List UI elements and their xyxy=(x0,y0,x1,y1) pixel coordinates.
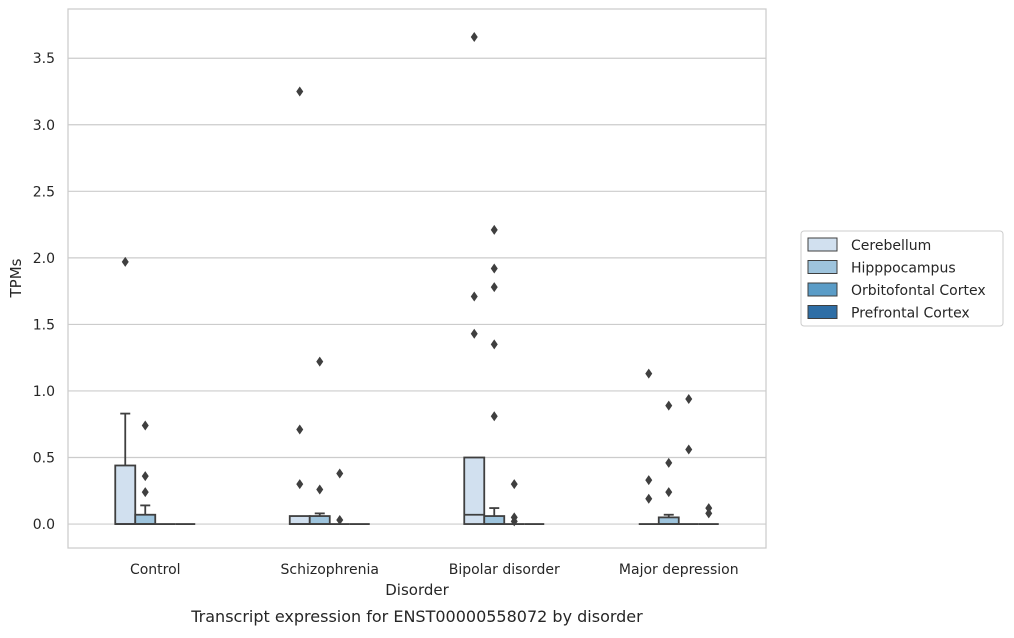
outlier-point xyxy=(490,339,498,350)
outlier-point xyxy=(665,400,673,411)
legend-frame xyxy=(800,230,1004,327)
grid-lines xyxy=(68,57,766,525)
chart-caption: Transcript expression for ENST0000055807… xyxy=(190,607,643,626)
outlier-point xyxy=(705,503,713,514)
x-tick-label: Major depression xyxy=(619,562,739,578)
box-body xyxy=(463,456,486,525)
y-tick-label: 0.0 xyxy=(33,517,55,533)
box-body xyxy=(308,515,331,525)
outlier-point xyxy=(705,508,713,519)
box-body xyxy=(134,513,157,525)
legend-label: Orbitofontal Cortex xyxy=(851,283,986,299)
outlier-point xyxy=(490,224,498,235)
legend-swatch xyxy=(807,282,838,297)
box-body xyxy=(288,515,311,525)
outlier-point xyxy=(645,493,653,504)
legend-label: Prefrontal Cortex xyxy=(851,306,970,322)
outlier-point xyxy=(490,411,498,422)
box-body xyxy=(657,516,680,525)
y-tick-label: 1.0 xyxy=(33,384,55,400)
y-tick-label: 2.0 xyxy=(33,251,55,267)
legend: Cerebellum Hipppocampus Orbitofontal Corte… xyxy=(800,230,1004,327)
plot-area-frame xyxy=(67,8,767,549)
y-tick-label: 2.5 xyxy=(33,184,55,200)
outlier-point xyxy=(296,86,304,97)
outlier-point xyxy=(645,475,653,486)
outlier-point xyxy=(490,263,498,274)
outlier-point xyxy=(510,512,518,523)
legend-label: Hipppocampus xyxy=(851,261,956,277)
y-axis-title: TPMs xyxy=(7,258,25,298)
outlier-point xyxy=(685,444,693,455)
outlier-point xyxy=(470,291,478,302)
outlier-point xyxy=(141,487,149,498)
x-tick-label: Control xyxy=(130,562,181,578)
outlier-point xyxy=(316,356,324,367)
outlier-point xyxy=(316,484,324,495)
y-tick-label: 0.5 xyxy=(33,451,55,467)
outlier-point xyxy=(645,368,653,379)
box-body xyxy=(114,464,137,525)
x-axis-title: Disorder xyxy=(385,581,449,599)
outlier-point xyxy=(470,31,478,42)
outlier-point xyxy=(510,479,518,490)
x-tick-labels: Control Schizophrenia Bipolar disorder Majo… xyxy=(130,562,739,578)
y-tick-label: 3.5 xyxy=(33,51,55,67)
outlier-point xyxy=(141,471,149,482)
box-body xyxy=(483,515,506,525)
outlier-point xyxy=(470,328,478,339)
legend-swatch xyxy=(807,237,838,252)
outlier-point xyxy=(665,487,673,498)
y-tick-label: 1.5 xyxy=(33,317,55,333)
legend-swatch xyxy=(807,305,838,319)
outlier-point xyxy=(296,479,304,490)
x-tick-label: Bipolar disorder xyxy=(449,562,560,578)
legend-label: Cerebellum xyxy=(851,238,931,254)
outlier-point xyxy=(336,468,344,479)
outlier-point xyxy=(121,256,129,267)
outlier-point xyxy=(665,457,673,468)
y-tick-labels: 0.0 0.5 1.0 1.5 2.0 2.5 3.0 3.5 xyxy=(33,51,55,533)
box-marks xyxy=(114,31,719,527)
y-tick-label: 3.0 xyxy=(33,118,55,134)
outlier-point xyxy=(685,393,693,404)
outlier-point xyxy=(336,515,344,526)
x-tick-label: Schizophrenia xyxy=(281,562,379,578)
legend-swatch xyxy=(807,260,838,274)
outlier-point xyxy=(141,420,149,431)
outlier-point xyxy=(490,282,498,293)
outlier-point xyxy=(296,424,304,435)
